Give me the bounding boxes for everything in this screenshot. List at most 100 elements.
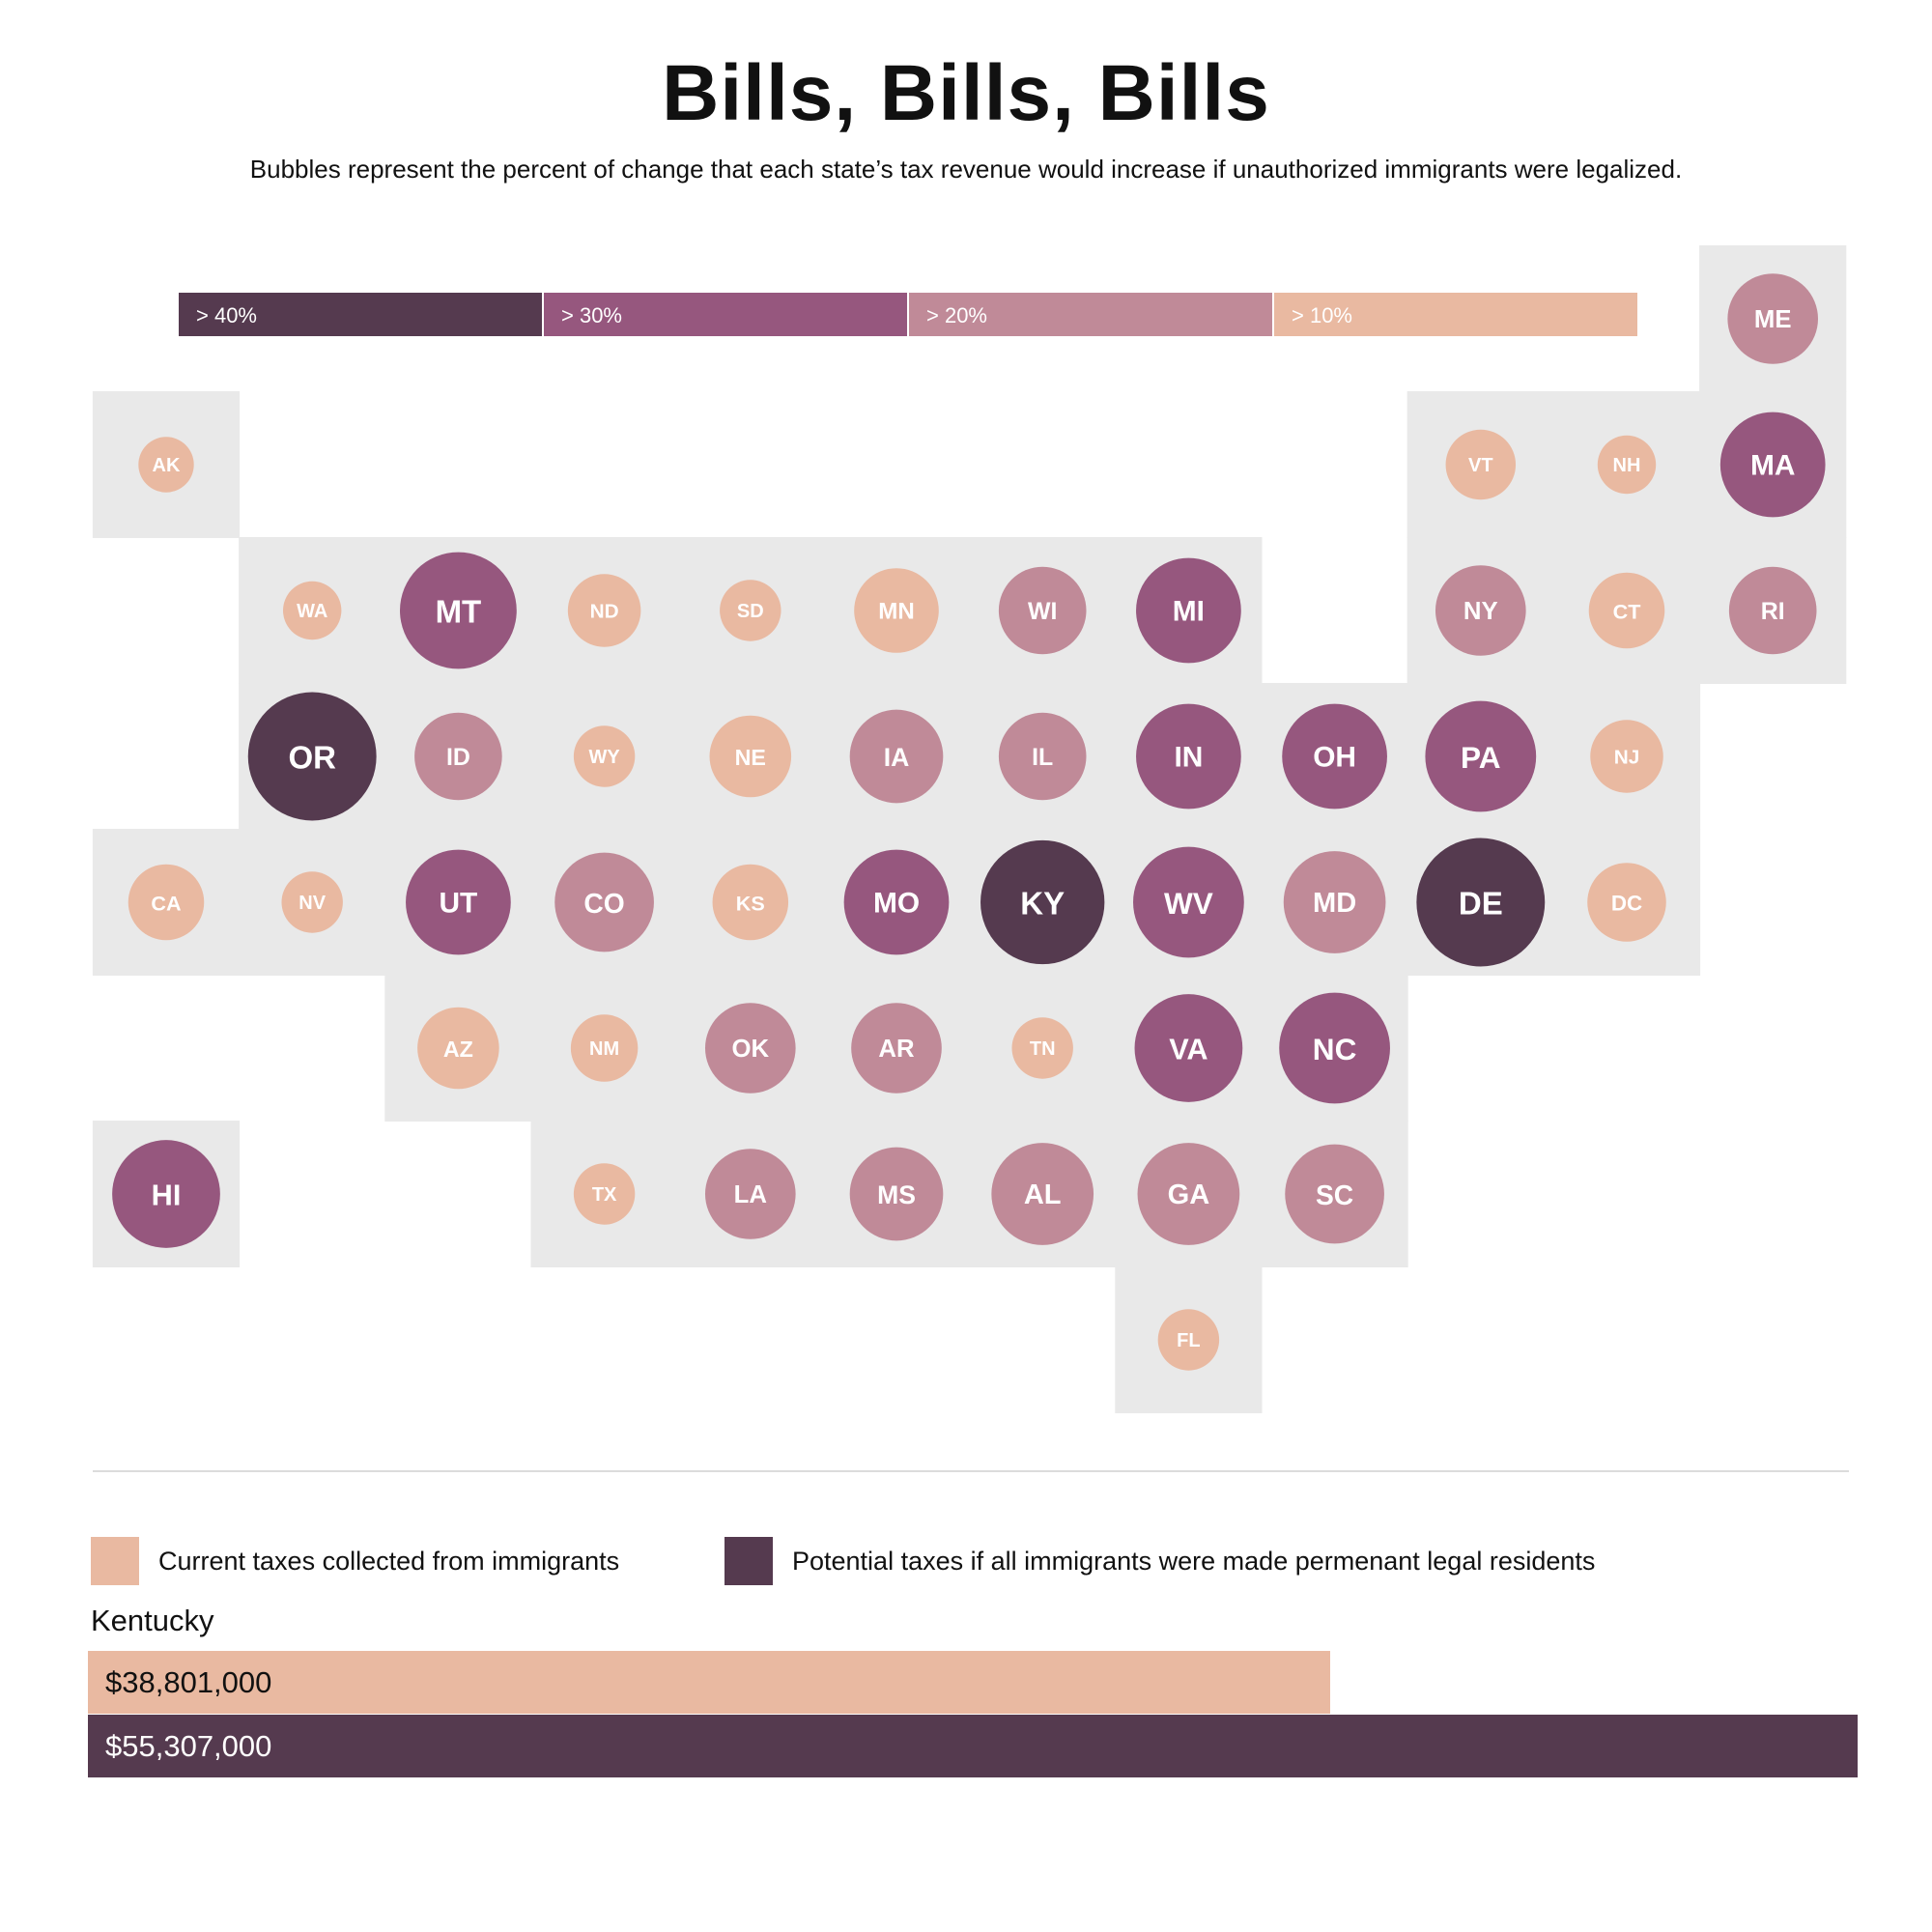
state-bubble-al[interactable]: AL [991, 1143, 1094, 1245]
bubble-circle[interactable] [849, 1147, 944, 1241]
state-bubble-me[interactable]: ME [1727, 273, 1819, 364]
state-bubble-il[interactable]: IL [998, 712, 1087, 801]
state-bubble-or[interactable]: OR [247, 692, 377, 821]
bubble-circle[interactable] [1279, 992, 1390, 1104]
bubble-circle[interactable] [1588, 572, 1665, 649]
bubble-circle[interactable] [1157, 1309, 1220, 1371]
state-bubble-mn[interactable]: MN [854, 568, 939, 653]
bubble-circle[interactable] [1136, 557, 1241, 664]
bubble-circle[interactable] [1137, 1143, 1240, 1245]
bubble-circle[interactable] [1590, 720, 1663, 793]
state-bubble-hi[interactable]: HI [112, 1140, 220, 1248]
state-bubble-ks[interactable]: KS [712, 864, 789, 941]
state-bubble-ny[interactable]: NY [1435, 565, 1526, 656]
bubble-circle[interactable] [1727, 273, 1819, 364]
state-bubble-mo[interactable]: MO [843, 849, 950, 955]
bubble-circle[interactable] [570, 1014, 639, 1082]
state-bubble-oh[interactable]: OH [1282, 703, 1387, 810]
bubble-circle[interactable] [554, 852, 654, 952]
bubble-circle[interactable] [128, 864, 205, 941]
bubble-circle[interactable] [998, 566, 1087, 655]
bubble-circle[interactable] [1597, 435, 1657, 495]
bubble-circle[interactable] [567, 574, 641, 647]
state-bubble-de[interactable]: DE [1416, 838, 1546, 967]
state-bubble-ia[interactable]: IA [849, 709, 944, 804]
bubble-circle[interactable] [573, 725, 636, 787]
bubble-circle[interactable] [1587, 863, 1666, 942]
state-bubble-mt[interactable]: MT [400, 552, 517, 669]
state-bubble-az[interactable]: AZ [417, 1007, 499, 1090]
bubble-circle[interactable] [1719, 412, 1826, 518]
state-bubble-wi[interactable]: WI [998, 566, 1087, 655]
bubble-circle[interactable] [414, 712, 502, 801]
bubble-circle[interactable] [400, 552, 517, 669]
bubble-circle[interactable] [998, 712, 1087, 801]
state-bubble-ri[interactable]: RI [1728, 566, 1817, 655]
state-bubble-nh[interactable]: NH [1597, 435, 1657, 495]
state-bubble-nv[interactable]: NV [281, 871, 343, 933]
bubble-circle[interactable] [704, 1149, 796, 1239]
bubble-circle[interactable] [1283, 851, 1386, 953]
bubble-circle[interactable] [1445, 429, 1517, 500]
bubble-circle[interactable] [704, 1003, 796, 1094]
state-bubble-ga[interactable]: GA [1137, 1143, 1240, 1245]
bubble-circle[interactable] [991, 1143, 1094, 1245]
state-bubble-dc[interactable]: DC [1587, 863, 1666, 942]
state-bubble-tn[interactable]: TN [1011, 1017, 1073, 1079]
state-bubble-ok[interactable]: OK [704, 1003, 796, 1094]
state-bubble-sd[interactable]: SD [720, 580, 781, 641]
state-bubble-id[interactable]: ID [414, 712, 502, 801]
bubble-circle[interactable] [1282, 703, 1387, 810]
bubble-circle[interactable] [1728, 566, 1817, 655]
state-bubble-co[interactable]: CO [554, 852, 654, 952]
bubble-circle[interactable] [281, 871, 343, 933]
bubble-circle[interactable] [406, 849, 511, 955]
state-bubble-ut[interactable]: UT [406, 849, 511, 955]
state-bubble-ne[interactable]: NE [709, 715, 792, 798]
state-bubble-nj[interactable]: NJ [1590, 720, 1663, 793]
bubble-circle[interactable] [1136, 703, 1241, 810]
state-bubble-mi[interactable]: MI [1136, 557, 1241, 664]
state-bubble-md[interactable]: MD [1283, 851, 1386, 953]
bubble-circle[interactable] [1134, 994, 1243, 1102]
state-bubble-nm[interactable]: NM [570, 1014, 639, 1082]
state-bubble-ca[interactable]: CA [128, 864, 205, 941]
state-bubble-wv[interactable]: WV [1133, 846, 1244, 958]
bubble-circle[interactable] [417, 1007, 499, 1090]
bubble-circle[interactable] [283, 581, 342, 640]
bubble-circle[interactable] [854, 568, 939, 653]
state-bubble-ct[interactable]: CT [1588, 572, 1665, 649]
bubble-circle[interactable] [980, 839, 1105, 965]
bubble-circle[interactable] [573, 1163, 636, 1225]
bubble-circle[interactable] [851, 1003, 942, 1094]
state-bubble-ms[interactable]: MS [849, 1147, 944, 1241]
bubble-circle[interactable] [1425, 700, 1537, 812]
state-bubble-in[interactable]: IN [1136, 703, 1241, 810]
state-bubble-wa[interactable]: WA [283, 581, 342, 640]
bubble-circle[interactable] [1416, 838, 1546, 967]
state-bubble-ak[interactable]: AK [138, 437, 194, 493]
state-bubble-vt[interactable]: VT [1445, 429, 1517, 500]
bubble-circle[interactable] [1285, 1144, 1384, 1244]
state-bubble-la[interactable]: LA [704, 1149, 796, 1239]
state-bubble-pa[interactable]: PA [1425, 700, 1537, 812]
bubble-circle[interactable] [712, 864, 789, 941]
bubble-circle[interactable] [849, 709, 944, 804]
state-bubble-sc[interactable]: SC [1285, 1144, 1384, 1244]
bubble-circle[interactable] [112, 1140, 220, 1248]
state-bubble-fl[interactable]: FL [1157, 1309, 1220, 1371]
bubble-circle[interactable] [1011, 1017, 1073, 1079]
bubble-circle[interactable] [843, 849, 950, 955]
state-bubble-nc[interactable]: NC [1279, 992, 1390, 1104]
state-bubble-nd[interactable]: ND [567, 574, 641, 647]
state-bubble-ar[interactable]: AR [851, 1003, 942, 1094]
state-bubble-ky[interactable]: KY [980, 839, 1105, 965]
bubble-circle[interactable] [247, 692, 377, 821]
bubble-circle[interactable] [1435, 565, 1526, 656]
state-bubble-wy[interactable]: WY [573, 725, 636, 787]
bubble-circle[interactable] [1133, 846, 1244, 958]
bubble-circle[interactable] [709, 715, 792, 798]
state-bubble-ma[interactable]: MA [1719, 412, 1826, 518]
state-bubble-tx[interactable]: TX [573, 1163, 636, 1225]
state-bubble-va[interactable]: VA [1134, 994, 1243, 1102]
